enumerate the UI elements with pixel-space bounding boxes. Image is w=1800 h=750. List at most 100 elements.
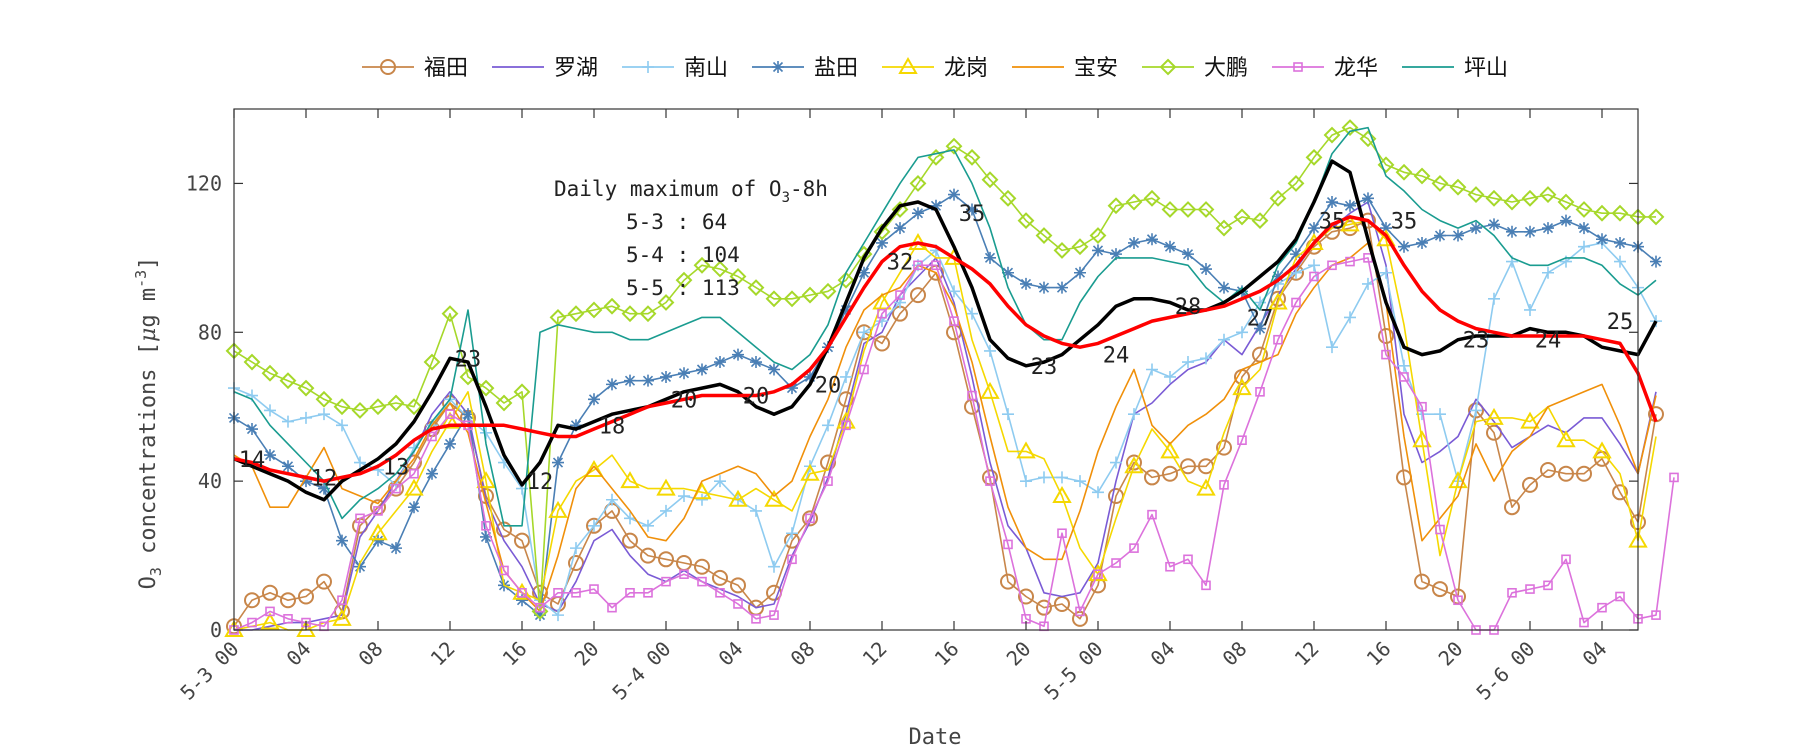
- x-tick-label-7: 04: [714, 637, 748, 671]
- data-point-6-15: [495, 394, 513, 412]
- point-label-17: 23: [1463, 329, 1490, 354]
- data-point-2-67: [1434, 408, 1446, 421]
- x-tick-label-15: 12: [1290, 637, 1324, 671]
- data-point-2-2: [264, 404, 276, 417]
- data-point-6-12: [441, 305, 459, 323]
- data-point-3-17: [534, 609, 546, 622]
- data-point-3-63: [1362, 192, 1374, 205]
- data-point-6-54: [1197, 201, 1215, 218]
- data-point-7-50: [1129, 543, 1139, 553]
- data-point-2-73: [1542, 266, 1554, 279]
- data-point-3-27: [714, 356, 726, 369]
- x-tick-label-18: 5-6 00: [1471, 637, 1539, 705]
- data-point-3-58: [1272, 270, 1284, 283]
- data-point-2-3: [282, 415, 294, 428]
- data-point-6-43: [999, 189, 1017, 207]
- data-point-6-22: [621, 305, 639, 323]
- data-point-3-24: [660, 370, 672, 383]
- series-line-4: [233, 219, 1657, 631]
- data-point-6-16: [513, 383, 531, 401]
- data-point-3-42: [984, 251, 996, 264]
- data-point-7-54: [1201, 580, 1211, 591]
- data-point-6-50: [1125, 193, 1143, 211]
- data-point-4-54: [1196, 478, 1216, 496]
- point-label-14: 27: [1247, 306, 1274, 331]
- data-point-3-65: [1398, 240, 1410, 253]
- data-point-0-45: [1036, 599, 1052, 616]
- data-point-0-4: [298, 588, 314, 605]
- x-tick-label-6: 5-4 00: [607, 637, 675, 705]
- data-point-7-76: [1597, 602, 1607, 613]
- data-point-0-5: [316, 573, 332, 590]
- data-point-6-53: [1179, 201, 1197, 218]
- annotation-line-3: 5-5 : 113: [626, 276, 740, 300]
- point-labels: 14 12 13 23 12 18 20 20 20 32 35 23 24 28 27 35 35 23 24 25: [239, 202, 1634, 495]
- data-point-6-42: [981, 171, 999, 189]
- data-point-2-5: [318, 408, 330, 421]
- data-point-3-64: [1380, 222, 1392, 235]
- x-tick-label-1: 04: [282, 637, 316, 671]
- data-point-7-73: [1543, 580, 1553, 591]
- data-point-6-33: [819, 282, 837, 300]
- data-point-6-55: [1215, 219, 1233, 237]
- data-point-7-52: [1165, 561, 1175, 572]
- data-point-7-24: [661, 576, 671, 587]
- legend-item-3: 盐田: [752, 56, 858, 81]
- data-point-7-32: [805, 513, 815, 524]
- data-point-2-41: [966, 307, 978, 320]
- data-point-2-77: [1614, 255, 1626, 268]
- point-label-3: 23: [455, 347, 482, 372]
- data-point-6-66: [1413, 167, 1431, 185]
- data-point-3-72: [1524, 225, 1536, 238]
- point-label-8: 20: [815, 373, 842, 398]
- data-point-3-8: [372, 534, 384, 547]
- y-tick-label-3: 120: [186, 171, 222, 195]
- data-point-2-24: [660, 504, 672, 517]
- data-point-7-31: [787, 554, 797, 565]
- data-point-2-69: [1470, 404, 1482, 417]
- data-point-3-60: [1308, 222, 1320, 235]
- point-label-5: 18: [599, 414, 626, 439]
- data-point-3-9: [390, 542, 402, 555]
- data-point-2-64: [1380, 266, 1392, 279]
- data-point-4-28: [728, 489, 748, 507]
- data-point-7-23: [643, 587, 653, 598]
- data-point-4-76: [1592, 441, 1612, 459]
- data-point-7-39: [931, 260, 941, 271]
- x-tick-label-17: 20: [1434, 637, 1468, 671]
- data-point-3-7: [354, 560, 366, 573]
- data-point-7-80: [1669, 472, 1679, 483]
- data-point-0-43: [1000, 573, 1016, 590]
- data-point-4-68: [1448, 471, 1468, 489]
- data-point-0-51: [1144, 469, 1160, 486]
- data-point-4-10: [404, 478, 424, 496]
- data-point-0-75: [1576, 465, 1592, 482]
- data-point-3-70: [1488, 218, 1500, 231]
- data-point-6-49: [1107, 197, 1125, 215]
- data-point-6-47: [1071, 238, 1089, 256]
- data-point-2-23: [642, 519, 654, 532]
- data-point-3-40: [948, 188, 960, 201]
- data-point-0-23: [640, 547, 656, 564]
- data-point-7-58: [1273, 334, 1283, 345]
- point-label-18: 24: [1535, 329, 1562, 354]
- data-point-6-9: [387, 394, 405, 412]
- data-point-6-61: [1323, 126, 1341, 144]
- data-point-2-55: [1218, 333, 1230, 346]
- data-point-6-28: [729, 268, 747, 285]
- data-point-6-69: [1467, 186, 1485, 204]
- series-1: [234, 201, 1657, 631]
- data-point-2-27: [714, 475, 726, 488]
- data-point-4-36: [872, 292, 892, 310]
- data-point-7-53: [1183, 554, 1193, 565]
- data-point-2-7: [354, 456, 366, 469]
- data-point-0-38: [910, 287, 926, 304]
- legend-label-2: 南山: [684, 56, 728, 81]
- series-line-10: [233, 215, 1658, 483]
- data-point-3-23: [642, 374, 654, 387]
- data-point-2-48: [1092, 486, 1104, 499]
- data-point-2-72: [1524, 303, 1536, 316]
- data-point-6-7: [351, 402, 369, 419]
- data-point-0-2: [262, 584, 278, 601]
- data-point-7-59: [1291, 297, 1301, 308]
